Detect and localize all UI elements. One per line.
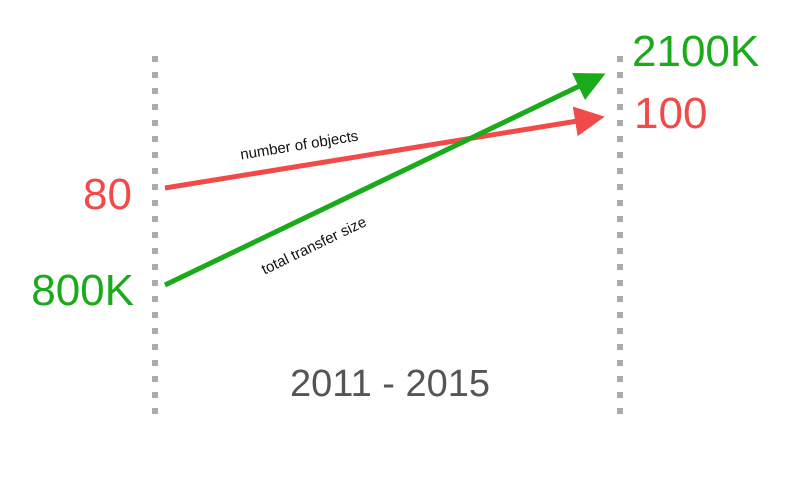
objects-start: 80 (83, 170, 132, 219)
transfer-end: 2100K (632, 27, 759, 76)
period: 2011 - 2015 (290, 363, 490, 405)
objects-end: 100 (634, 89, 707, 138)
transfer-arrow (163, 72, 606, 288)
transfer-label: total transfer size (259, 214, 369, 279)
transfer-start: 800K (31, 266, 134, 315)
objects-arrow (164, 106, 605, 191)
